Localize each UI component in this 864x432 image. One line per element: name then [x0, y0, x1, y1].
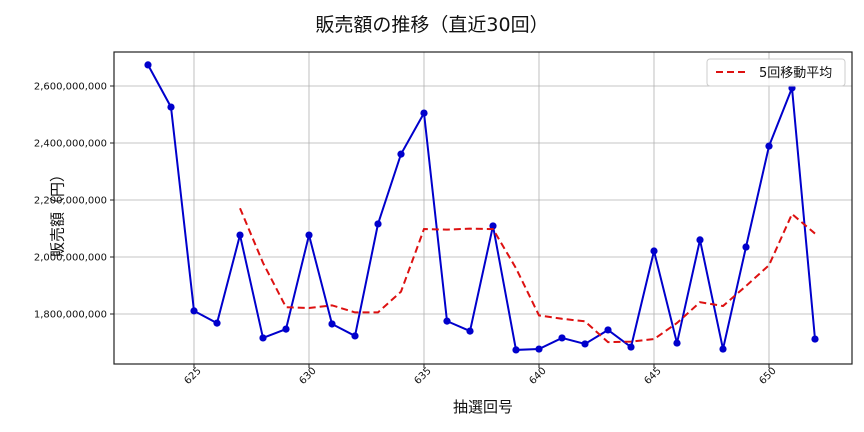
legend-label: 5回移動平均	[759, 66, 832, 81]
data-point	[558, 334, 566, 342]
data-point	[397, 150, 405, 158]
data-point	[328, 320, 336, 328]
data-point	[811, 335, 819, 343]
data-point	[627, 343, 635, 351]
x-tick-label: 635	[412, 366, 433, 387]
chart-title: 販売額の推移（直近30回）	[315, 14, 549, 36]
x-tick-label: 625	[182, 366, 203, 387]
data-point	[673, 339, 681, 347]
y-tick-label: 2,200,000,000	[34, 196, 107, 207]
data-point	[604, 326, 612, 334]
x-tick-label: 645	[642, 366, 663, 387]
data-point	[742, 243, 750, 251]
axis-ticks: 625 630 635 640 645 650 1,800,000,000 2,000,000…	[34, 82, 779, 387]
data-point	[167, 103, 175, 111]
y-tick-label: 2,400,000,000	[34, 139, 107, 150]
data-point	[305, 231, 313, 239]
data-point	[696, 236, 704, 244]
data-point	[420, 109, 428, 117]
data-point	[236, 231, 244, 239]
data-point	[650, 247, 658, 255]
data-point	[144, 61, 152, 69]
data-point	[190, 307, 198, 315]
x-tick-label: 650	[757, 366, 778, 387]
data-point	[489, 222, 497, 230]
data-point	[535, 345, 543, 353]
y-tick-label: 2,000,000,000	[34, 253, 107, 264]
data-point	[581, 340, 589, 348]
data-series	[144, 61, 819, 354]
x-tick-label: 640	[527, 366, 548, 387]
data-point	[719, 345, 727, 353]
data-point	[466, 327, 474, 335]
data-point	[374, 220, 382, 228]
data-point	[443, 317, 451, 325]
grid-lines	[114, 52, 852, 364]
data-point	[282, 325, 290, 333]
data-point	[259, 334, 267, 342]
legend-box	[706, 58, 846, 87]
y-tick-label: 2,600,000,000	[34, 82, 107, 93]
x-axis-label: 抽選回号	[452, 398, 513, 416]
plot-frame	[113, 51, 853, 365]
moving-average-line	[239, 207, 816, 344]
data-point	[765, 142, 773, 150]
data-point	[213, 319, 221, 327]
x-tick-label: 630	[297, 366, 318, 387]
data-point	[512, 346, 520, 354]
y-tick-label: 1,800,000,000	[34, 310, 107, 321]
data-point	[351, 332, 359, 340]
sales-line	[147, 64, 816, 351]
legend: 5回移動平均	[706, 58, 846, 87]
